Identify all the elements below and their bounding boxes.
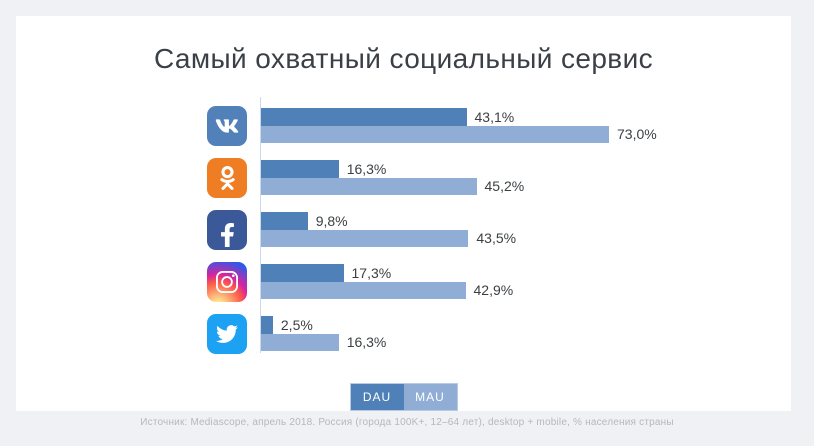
chart-row: 9,8% 43,5%: [207, 210, 777, 250]
chart-row: 2,5% 16,3%: [207, 314, 777, 354]
bar-group: 9,8% 43,5%: [261, 212, 516, 247]
mau-bar: [261, 229, 469, 247]
dau-value-label: 17,3%: [351, 264, 392, 281]
dau-bar: [261, 160, 339, 178]
dau-bar: [261, 212, 308, 230]
chart-row: 17,3% 42,9%: [207, 262, 777, 302]
twitter-icon: [207, 314, 247, 354]
legend-item-dau: DAU: [350, 384, 404, 410]
mau-value-label: 45,2%: [484, 178, 525, 195]
bar-group: 16,3% 45,2%: [261, 160, 524, 195]
mau-value-label: 42,9%: [473, 282, 514, 299]
chart-legend: DAU MAU: [16, 371, 791, 411]
mau-bar: [261, 177, 477, 195]
bar-chart: 43,1% 73,0% 16,3% 45,2% 9,8% 43,5% 17,3% 42,9% 2…: [207, 97, 777, 362]
mau-value-label: 43,5%: [476, 230, 517, 247]
legend-item-mau: MAU: [403, 384, 457, 410]
dau-value-label: 9,8%: [315, 212, 348, 229]
dau-bar: [261, 108, 467, 126]
vk-icon: [207, 106, 247, 146]
chart-row: 16,3% 45,2%: [207, 158, 777, 198]
dau-value-label: 16,3%: [346, 160, 387, 177]
dau-value-label: 43,1%: [474, 108, 515, 125]
bar-group: 43,1% 73,0%: [261, 108, 657, 143]
mau-bar: [261, 333, 339, 351]
chart-title: Самый охватный социальный сервис: [153, 43, 654, 74]
dau-bar: [261, 316, 273, 334]
chart-card: Самый охватный социальный сервис 43,1% 73…: [16, 16, 791, 411]
instagram-icon: [207, 262, 247, 302]
ok-icon: [207, 158, 247, 198]
bar-group: 2,5% 16,3%: [261, 316, 386, 351]
mau-bar: [261, 125, 609, 143]
bar-group: 17,3% 42,9%: [261, 264, 513, 299]
facebook-icon: [207, 210, 247, 250]
mau-value-label: 73,0%: [617, 126, 657, 143]
source-note: Источник: Mediascope, апрель 2018. Росси…: [140, 417, 674, 428]
legend-box: DAU MAU: [349, 383, 458, 411]
mau-value-label: 16,3%: [346, 334, 387, 351]
mau-bar: [261, 281, 466, 299]
y-axis-line: [260, 97, 261, 353]
dau-value-label: 2,5%: [280, 316, 313, 333]
dau-bar: [261, 264, 344, 282]
chart-row: 43,1% 73,0%: [207, 106, 777, 146]
